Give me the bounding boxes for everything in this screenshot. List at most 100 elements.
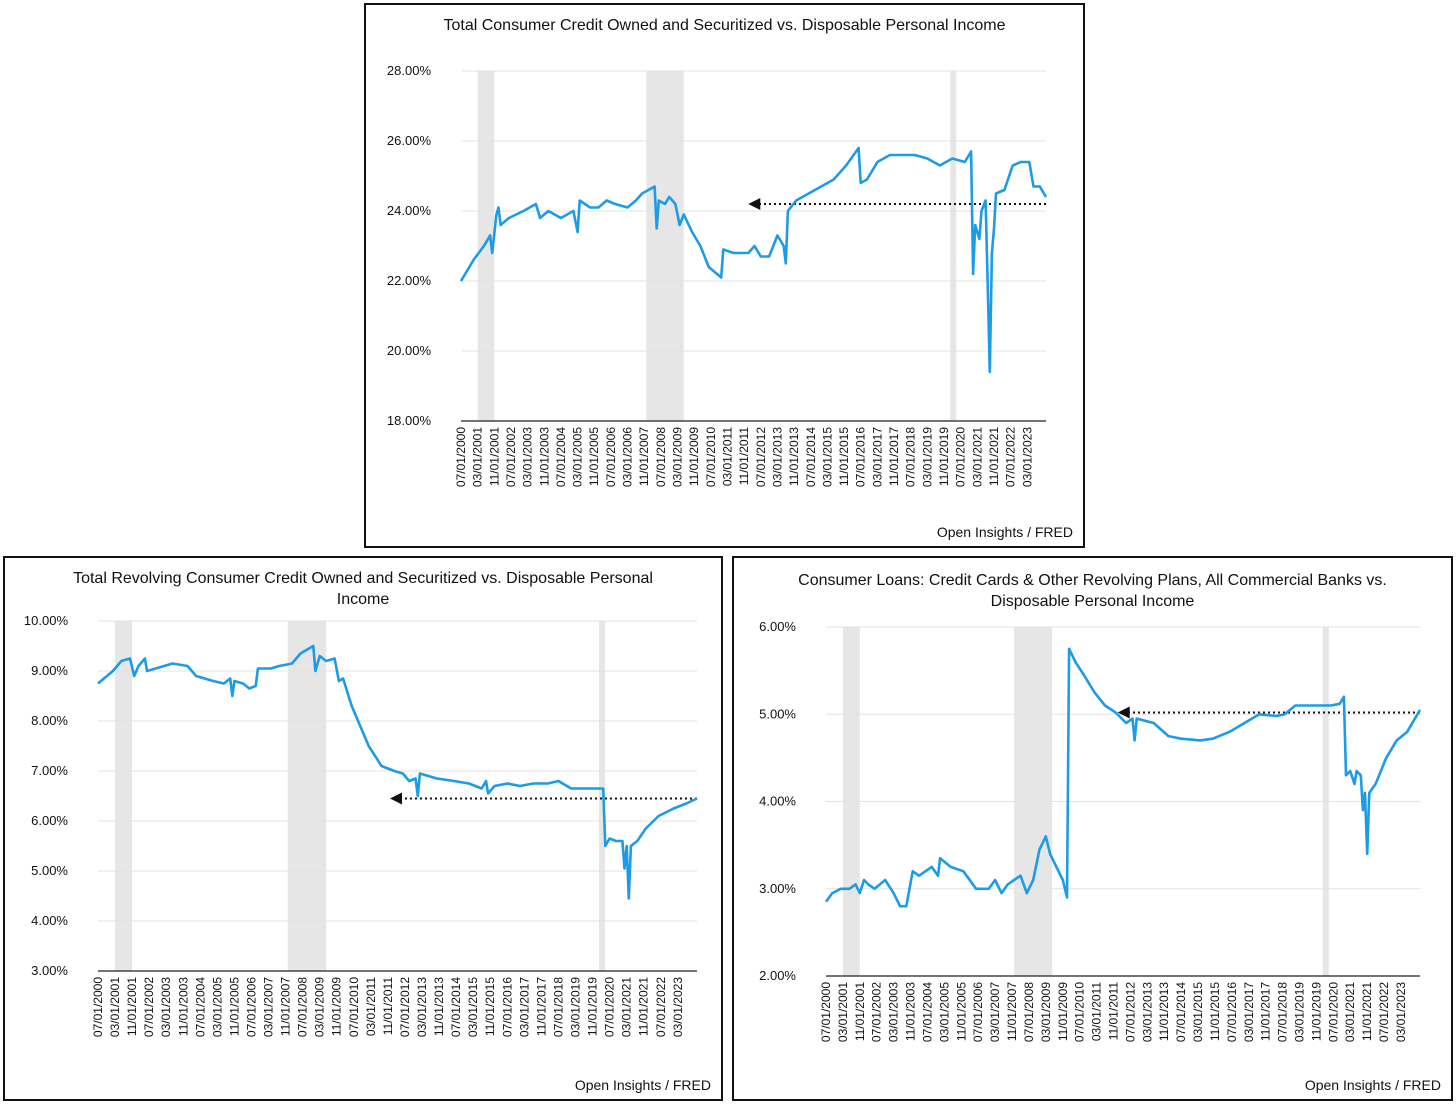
y-tick-label: 18.00% <box>387 413 432 428</box>
x-tick-label: 11/01/2001 <box>125 977 139 1036</box>
x-tick-label: 03/01/2005 <box>937 982 951 1042</box>
y-tick-label: 6.00% <box>31 813 68 828</box>
x-tick-label: 07/01/2000 <box>91 977 105 1037</box>
x-tick-label: 11/01/2009 <box>687 427 701 486</box>
x-tick-label: 07/01/2002 <box>870 982 884 1042</box>
x-tick-label: 07/01/2006 <box>604 427 618 487</box>
x-tick-label: 11/01/2017 <box>534 977 548 1036</box>
y-tick-label: 9.00% <box>31 663 68 678</box>
chart-title: Consumer Loans: Credit Cards & Other Rev… <box>798 572 1387 610</box>
x-tick-label: 11/01/2007 <box>279 977 293 1036</box>
x-tick-label: 07/01/2012 <box>1123 982 1137 1042</box>
source-label: Open Insights / FRED <box>1304 1077 1441 1093</box>
x-tick-label: 11/01/2013 <box>432 977 446 1036</box>
x-tick-label: 07/01/2022 <box>654 977 668 1037</box>
x-tick-label: 03/01/2019 <box>1293 982 1307 1042</box>
x-tick-label: 07/01/2020 <box>1326 982 1340 1042</box>
x-tick-label: 11/01/2001 <box>853 982 867 1041</box>
x-tick-label: 07/01/2010 <box>704 427 718 487</box>
reference-arrow-head <box>1117 706 1130 719</box>
chart-panel-revolving-credit: Total Revolving Consumer Credit Owned an… <box>3 556 723 1101</box>
x-tick-label: 03/01/2006 <box>621 427 635 487</box>
x-tick-label: 07/01/2012 <box>398 977 412 1037</box>
recession-shading <box>287 621 327 971</box>
chart-title: Total Consumer Credit Owned and Securiti… <box>443 17 1006 34</box>
x-tick-label: 03/01/2015 <box>466 977 480 1037</box>
y-tick-label: 20.00% <box>387 343 432 358</box>
x-tick-label: 03/01/2001 <box>471 427 485 487</box>
reference-arrow-head <box>748 198 761 210</box>
x-tick-label: 03/01/2021 <box>1343 982 1357 1042</box>
x-tick-label: 03/01/2005 <box>571 427 585 487</box>
x-tick-label: 03/01/2011 <box>1090 982 1104 1041</box>
series-line <box>97 644 698 900</box>
series-line <box>459 146 1048 374</box>
x-tick-label: 07/01/2002 <box>504 427 518 487</box>
x-tick-label: 07/01/2002 <box>142 977 156 1037</box>
x-tick-label: 11/01/2017 <box>887 427 901 486</box>
x-tick-label: 07/01/2000 <box>819 982 833 1042</box>
x-tick-label: 07/01/2006 <box>971 982 985 1042</box>
chart-panel-credit-cards: Consumer Loans: Credit Cards & Other Rev… <box>732 556 1453 1101</box>
recession-shading <box>950 71 957 421</box>
x-tick-label: 03/01/2003 <box>887 982 901 1042</box>
x-tick-label: 11/01/2019 <box>586 977 600 1036</box>
x-tick-label: 03/01/2023 <box>1394 982 1408 1042</box>
x-tick-label: 03/01/2015 <box>820 427 834 487</box>
x-tick-label: 03/01/2009 <box>671 427 685 487</box>
x-tick-label: 03/01/2009 <box>1039 982 1053 1042</box>
x-tick-label: 11/01/2003 <box>176 977 190 1036</box>
x-tick-label: 07/01/2022 <box>1377 982 1391 1042</box>
chart-title: Total Revolving Consumer Credit Owned an… <box>73 570 653 608</box>
x-tick-label: 11/01/2003 <box>904 982 918 1041</box>
x-tick-label: 07/01/2018 <box>551 977 565 1037</box>
x-tick-label: 11/01/2011 <box>1106 982 1120 1041</box>
x-tick-label: 07/01/2008 <box>1022 982 1036 1042</box>
x-tick-label: 07/01/2010 <box>347 977 361 1037</box>
recession-shading <box>477 71 495 421</box>
x-tick-label: 11/01/2019 <box>937 427 951 486</box>
x-tick-label: 03/01/2005 <box>210 977 224 1037</box>
x-tick-label: 11/01/2001 <box>487 427 501 486</box>
x-tick-label: 07/01/2016 <box>1225 982 1239 1042</box>
x-tick-label: 11/01/2011 <box>381 977 395 1036</box>
x-tick-label: 07/01/2004 <box>193 977 207 1037</box>
y-tick-label: 10.00% <box>24 613 69 628</box>
x-tick-label: 11/01/2005 <box>587 427 601 486</box>
x-tick-label: 03/01/2011 <box>720 427 734 486</box>
y-tick-label: 2.00% <box>759 968 796 983</box>
x-tick-label: 07/01/2022 <box>1004 427 1018 487</box>
x-tick-label: 03/01/2017 <box>870 427 884 487</box>
x-tick-label: 11/01/2021 <box>1360 982 1374 1041</box>
y-tick-label: 22.00% <box>387 273 432 288</box>
y-tick-label: 3.00% <box>31 963 68 978</box>
recession-shading <box>598 621 605 971</box>
x-tick-label: 03/01/2009 <box>313 977 327 1037</box>
x-tick-label: 03/01/2013 <box>1140 982 1154 1042</box>
x-tick-label: 03/01/2001 <box>108 977 122 1037</box>
chart-plot: 3.00% 4.00% 5.00% 6.00% 7.00% 8.00% 9.00% 10.00… <box>24 613 698 1037</box>
source-label: Open Insights / FRED <box>574 1077 711 1093</box>
x-tick-label: 03/01/2001 <box>836 982 850 1042</box>
x-tick-label: 11/01/2015 <box>1208 982 1222 1041</box>
y-tick-label: 4.00% <box>31 913 68 928</box>
x-tick-label: 07/01/2006 <box>244 977 258 1037</box>
chart-panel-total-consumer-credit: Total Consumer Credit Owned and Securiti… <box>364 3 1085 548</box>
x-tick-label: 11/01/2021 <box>987 427 1001 486</box>
x-tick-label: 07/01/2008 <box>654 427 668 487</box>
x-tick-label: 11/01/2021 <box>637 977 651 1036</box>
y-tick-label: 7.00% <box>31 763 68 778</box>
x-tick-label: 07/01/2020 <box>603 977 617 1037</box>
x-tick-label: 11/01/2005 <box>227 977 241 1036</box>
x-tick-label: 11/01/2005 <box>954 982 968 1041</box>
x-tick-label: 11/01/2007 <box>1005 982 1019 1041</box>
y-tick-label: 5.00% <box>31 863 68 878</box>
x-tick-label: 03/01/2007 <box>262 977 276 1037</box>
x-tick-label: 07/01/2000 <box>454 427 468 487</box>
series-line <box>824 647 1422 908</box>
x-tick-label: 03/01/2011 <box>364 977 378 1036</box>
x-tick-label: 07/01/2012 <box>754 427 768 487</box>
x-tick-label: 07/01/2016 <box>500 977 514 1037</box>
x-tick-label: 03/01/2015 <box>1191 982 1205 1042</box>
x-tick-label: 11/01/2013 <box>787 427 801 486</box>
